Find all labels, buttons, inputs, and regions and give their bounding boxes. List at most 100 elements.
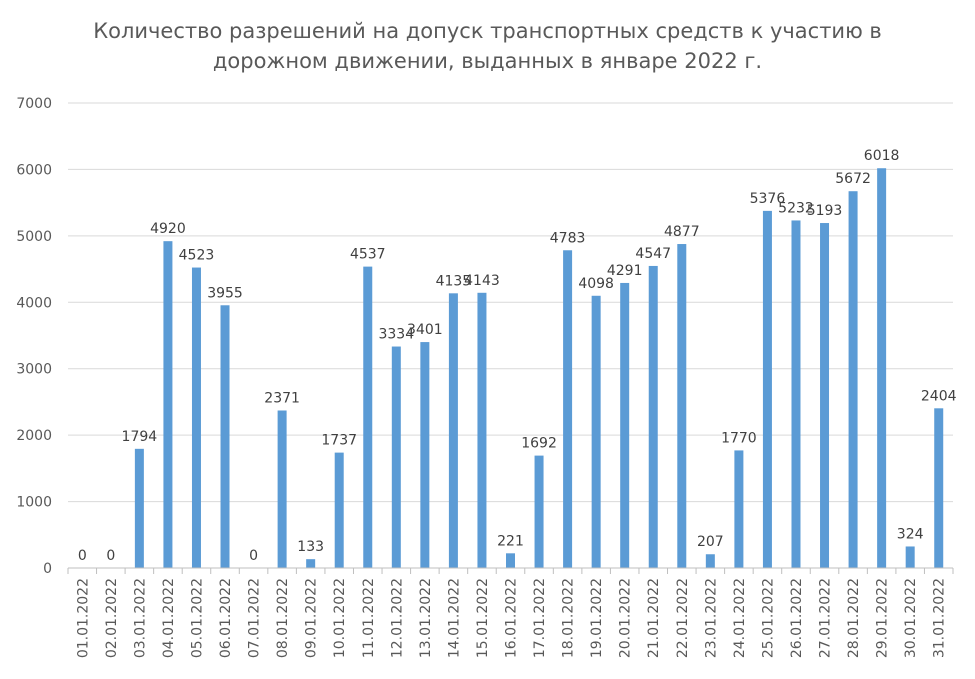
x-tick-label: 09.01.2022 [304,578,320,658]
x-tick-label: 02.01.2022 [104,578,120,658]
x-tick-label: 21.01.2022 [646,578,662,658]
bars [134,168,944,569]
y-tick-label: 2000 [16,428,52,444]
x-tick-label: 30.01.2022 [903,578,919,658]
x-tick-label: 25.01.2022 [760,578,776,658]
bar-14.01.2022 [448,293,458,568]
data-labels: 0 0 1794 4920 4523 3955 0 2371 133 1737 4537 333434… [78,148,957,564]
bar-27.01.2022 [820,223,830,568]
bar-16.01.2022 [506,553,515,568]
data-label: 0 [106,548,115,564]
data-label: 5672 [835,171,871,187]
bar-31.01.2022 [934,408,944,568]
data-label: 1770 [721,430,757,446]
data-label: 4523 [179,248,215,264]
data-label: 5193 [807,203,843,219]
x-tick-label: 26.01.2022 [789,578,805,658]
bar-25.01.2022 [762,210,772,568]
bar-04.01.2022 [163,241,173,568]
bar-08.01.2022 [277,410,287,568]
bar-23.01.2022 [705,554,715,568]
x-tick-label: 24.01.2022 [732,578,748,658]
data-label: 1737 [321,433,357,449]
bar-15.01.2022 [477,292,487,568]
x-tick-label: 07.01.2022 [247,578,263,658]
bar-22.01.2022 [677,244,687,568]
y-tick-label: 0 [43,561,52,577]
data-label: 3334 [378,327,414,343]
data-label: 3955 [207,285,243,301]
chart-title-line-1: Количество разрешений на допуск транспор… [93,19,882,43]
bar-21.01.2022 [648,265,658,568]
bar-26.01.2022 [791,220,801,568]
bar-30.01.2022 [905,546,915,568]
data-label: 4098 [578,276,614,292]
data-label: 4920 [150,221,186,237]
x-tick-label: 17.01.2022 [532,578,548,658]
y-tick-label: 7000 [16,96,52,112]
data-label: 1692 [521,436,557,452]
x-tick-label: 20.01.2022 [618,578,634,658]
x-tick-label: 28.01.2022 [846,578,862,658]
data-label: 4537 [350,247,386,263]
x-tick-label: 13.01.2022 [418,578,434,658]
x-tick-label: 05.01.2022 [189,578,205,658]
x-tick-label: 18.01.2022 [561,578,577,658]
x-tick-label: 22.01.2022 [675,578,691,658]
bar-24.01.2022 [734,450,744,568]
x-tick-label: 19.01.2022 [589,578,605,658]
chart-title: Количество разрешений на допуск транспор… [0,16,975,76]
bar-29.01.2022 [877,168,887,569]
bar-11.01.2022 [363,266,373,568]
x-tick-label: 15.01.2022 [475,578,491,658]
y-tick-label: 3000 [16,362,52,378]
bar-10.01.2022 [334,452,344,568]
x-tick-label: 29.01.2022 [875,578,891,658]
bar-05.01.2022 [191,267,201,568]
bar-28.01.2022 [848,191,858,568]
y-tick-label: 4000 [16,295,52,311]
x-tick-label: 23.01.2022 [703,578,719,658]
x-tick-label: 08.01.2022 [275,578,291,658]
data-label: 4877 [664,224,700,240]
data-label: 4547 [635,246,671,262]
data-label: 4291 [607,263,643,279]
data-label: 6018 [864,148,900,164]
x-tick-label: 12.01.2022 [389,578,405,658]
chart-title-line-2: дорожном движении, выданных в январе 202… [212,49,763,73]
data-label: 221 [497,533,524,549]
data-label: 207 [697,534,724,550]
data-label: 2404 [921,388,957,404]
bar-19.01.2022 [591,295,601,568]
data-label: 5232 [778,200,814,216]
data-label: 2371 [264,390,300,406]
bar-09.01.2022 [306,559,316,568]
bar-06.01.2022 [220,305,230,568]
data-label: 0 [78,548,87,564]
bar-20.01.2022 [620,282,630,568]
data-label: 4135 [436,273,472,289]
x-tick-label: 11.01.2022 [361,578,377,658]
data-label: 0 [249,548,258,564]
x-tick-label: 14.01.2022 [446,578,462,658]
gridlines [68,102,953,503]
x-tick-label: 03.01.2022 [132,578,148,658]
bar-17.01.2022 [534,455,544,568]
bar-13.01.2022 [420,342,430,568]
x-tick-label: 04.01.2022 [161,578,177,658]
bar-03.01.2022 [134,448,144,568]
data-label: 4783 [550,230,586,246]
y-tick-label: 1000 [16,495,52,511]
x-tick-label: 16.01.2022 [504,578,520,658]
data-label: 5376 [750,191,786,207]
data-label: 3401 [407,322,443,338]
x-tick-label: 01.01.2022 [75,578,91,658]
x-tick-label: 27.01.2022 [818,578,834,658]
x-axis-ticks: 01.01.2022 02.01.2022 03.01.2022 04.01.2022… [67,568,954,658]
y-axis-ticks: 0 1000 2000 3000 4000 5000 6000 7000 [16,96,52,577]
y-tick-label: 6000 [16,162,52,178]
x-tick-label: 10.01.2022 [332,578,348,658]
bar-12.01.2022 [391,346,401,568]
